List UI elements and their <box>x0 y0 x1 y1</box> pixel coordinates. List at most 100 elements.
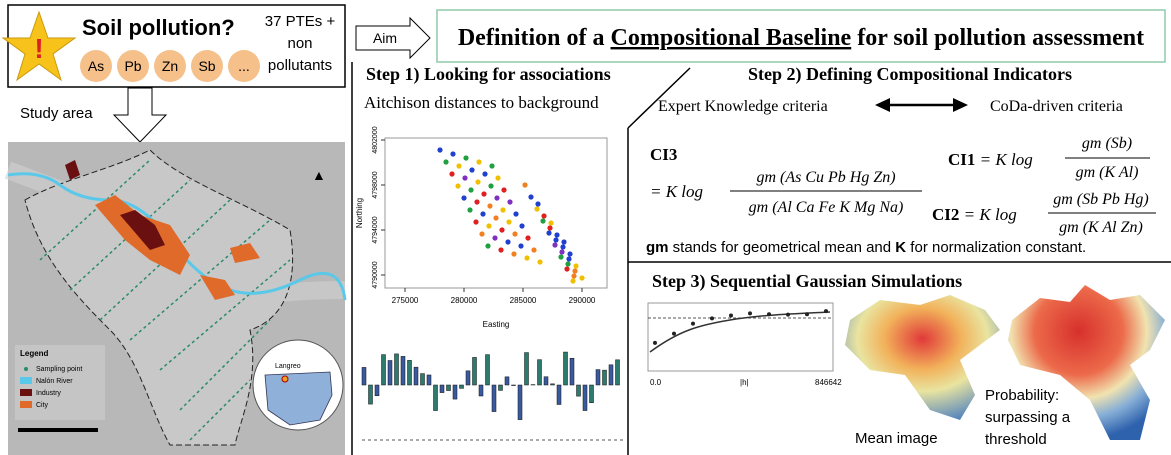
sample-point <box>443 159 449 165</box>
sample-point <box>485 243 491 249</box>
sample-point <box>548 220 554 226</box>
legend-title: Legend <box>20 349 49 358</box>
y-tick-label: 4802000 <box>372 126 379 153</box>
note-part: K <box>895 239 906 256</box>
sample-point <box>518 243 524 249</box>
sample-point <box>479 231 485 237</box>
aim-title-part: Definition of a <box>458 25 611 51</box>
sample-point <box>567 251 573 257</box>
element-label: Pb <box>124 58 141 74</box>
sample-point <box>566 256 572 262</box>
association-bar <box>504 376 510 386</box>
sample-point <box>553 237 559 243</box>
arrow-head <box>875 98 890 112</box>
sample-point <box>524 255 530 261</box>
association-bar <box>608 364 614 386</box>
problem-note: 37 PTEs + <box>265 13 336 30</box>
association-bar <box>413 366 419 386</box>
sample-point <box>522 182 528 188</box>
association-bar <box>582 384 588 411</box>
formula-denominator: gm (K Al) <box>1076 164 1139 181</box>
sample-point <box>560 244 566 250</box>
sample-point <box>501 187 507 193</box>
variogram-point <box>653 340 657 345</box>
sample-point <box>463 155 469 161</box>
sample-point <box>499 227 505 233</box>
sample-point <box>482 171 488 177</box>
study-area-label: Study area <box>20 105 93 122</box>
association-bar <box>550 383 555 386</box>
probability-image <box>1008 285 1165 440</box>
sample-point <box>475 179 481 185</box>
association-bar <box>394 353 399 386</box>
element-label: ... <box>238 58 250 74</box>
sample-point <box>495 175 501 181</box>
study-area-outline <box>24 149 294 446</box>
x-axis-label: Easting <box>483 320 510 329</box>
sample-point <box>456 163 462 169</box>
association-bar <box>602 369 607 386</box>
association-bar <box>537 359 542 386</box>
association-bar <box>452 384 458 400</box>
formula-prefix: = K log <box>650 182 703 201</box>
sample-point <box>528 194 534 200</box>
sample-point <box>570 278 576 284</box>
formula-line: CI1 = K log <box>948 150 1033 169</box>
sample-point <box>494 195 500 201</box>
formula-note: gm stands for geometrical mean and K for… <box>646 239 1086 256</box>
variogram-point <box>824 309 828 314</box>
sample-point <box>513 211 519 217</box>
sample-point <box>450 151 456 157</box>
problem-title: Soil pollution? <box>82 15 235 40</box>
sample-point <box>461 195 467 201</box>
north-arrow: ▲ <box>312 167 326 183</box>
element-bubble <box>191 50 223 82</box>
step1-subtitle: Aitchison distances to background <box>364 93 599 112</box>
sample-point <box>511 251 517 257</box>
sample-point <box>486 223 492 229</box>
sample-point <box>481 191 487 197</box>
prob-label: Probability: <box>985 387 1059 404</box>
star-icon <box>1 10 77 82</box>
formula-line: CI2 = K log <box>932 205 1017 224</box>
industry-patch <box>65 160 165 250</box>
sample-point <box>500 207 506 213</box>
association-bar <box>426 374 432 386</box>
problem-note: non <box>287 35 312 52</box>
variogram-point <box>748 311 752 316</box>
element-bubble <box>228 50 260 82</box>
aim-title-part: for soil pollution assessment <box>851 25 1144 51</box>
association-bar <box>433 384 438 411</box>
association-bar <box>361 367 367 386</box>
association-bar <box>563 351 568 386</box>
aim-arrow <box>355 16 431 60</box>
sampling-lines <box>39 159 291 441</box>
sample-point <box>493 215 499 221</box>
legend-label: Sampling point <box>36 366 82 373</box>
step1-title: Step 1) Looking for associations <box>366 64 611 85</box>
formula-name: CI1 <box>948 150 975 169</box>
x-tick-label: 275000 <box>392 296 419 305</box>
variogram-curve <box>649 311 831 353</box>
sample-point <box>506 219 512 225</box>
variogram-point <box>672 331 676 336</box>
sample-point <box>489 163 495 169</box>
legend-swatch <box>20 389 32 396</box>
sample-point <box>473 219 479 225</box>
note-part: stands for geometrical mean and <box>669 239 896 256</box>
association-bar <box>615 359 620 386</box>
legend-swatch <box>20 401 32 408</box>
sample-point <box>565 261 571 267</box>
variogram-label: 0.0 <box>650 378 662 387</box>
sample-point <box>487 203 493 209</box>
sample-point <box>552 242 558 248</box>
association-bar <box>511 384 516 386</box>
sample-point <box>462 175 468 181</box>
divider <box>627 67 691 129</box>
legend-label: Industry <box>36 390 61 397</box>
mean-label: Mean image <box>855 430 938 447</box>
arrow-head <box>953 98 968 112</box>
formula-name: CI3 <box>650 145 677 164</box>
note-part: for normalization constant. <box>906 239 1086 256</box>
